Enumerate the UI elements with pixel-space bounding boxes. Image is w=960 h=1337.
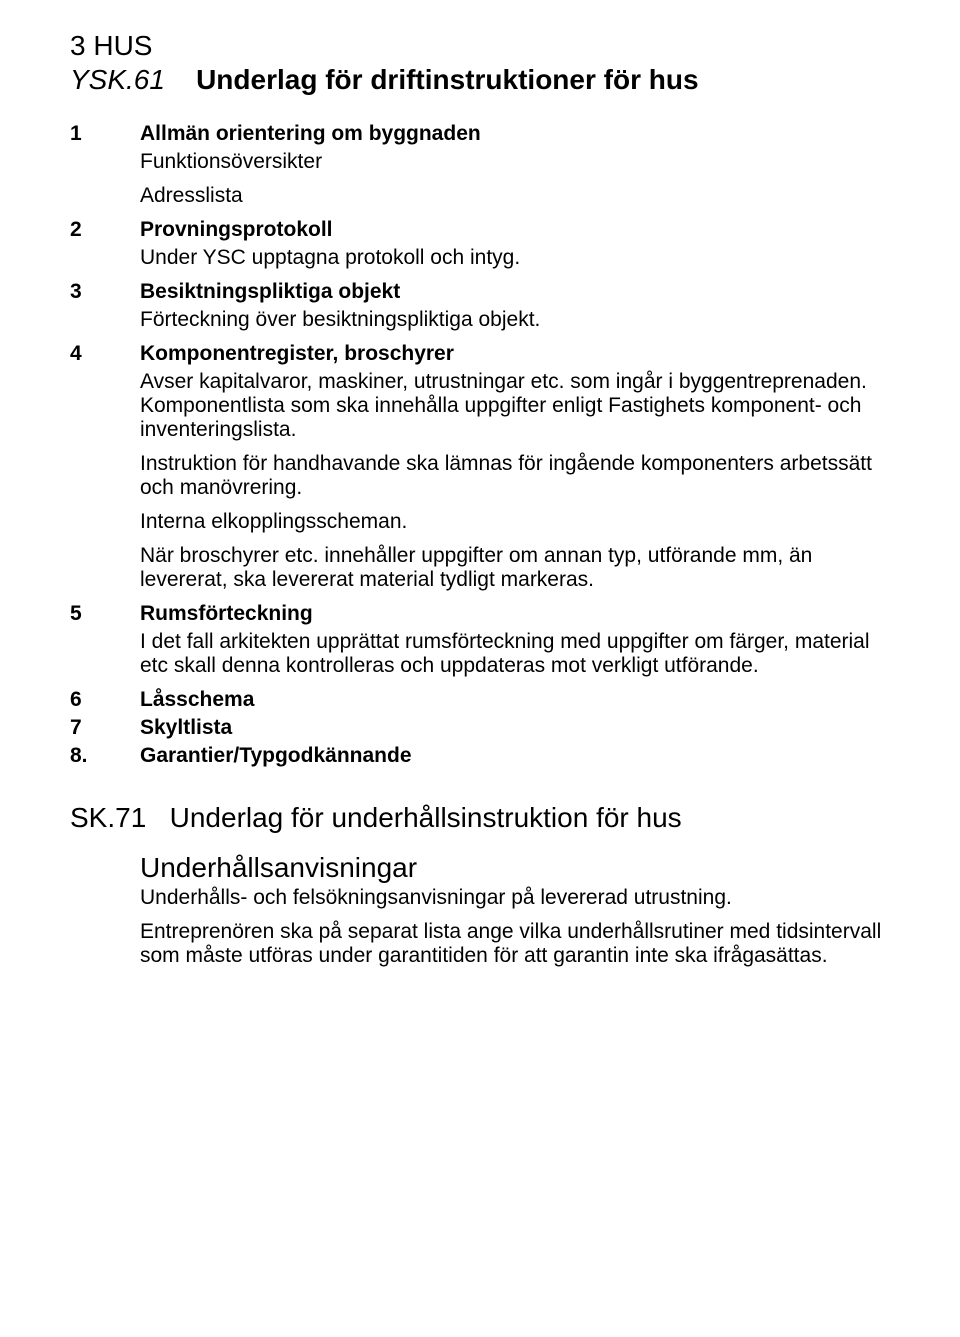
item-5: 5 Rumsförteckning (70, 602, 890, 626)
sk71-body: Underhålls- och felsökningsanvisningar p… (140, 886, 890, 968)
sk71-para-0: Underhålls- och felsökningsanvisningar p… (140, 886, 890, 910)
item-3: 3 Besiktningspliktiga objekt (70, 280, 890, 304)
sub-text: När broschyrer etc. innehåller uppgifter… (140, 544, 890, 592)
item-5-sub: I det fall arkitekten upprättat rumsfört… (140, 630, 890, 678)
item-1: 1 Allmän orientering om byggnaden (70, 122, 890, 146)
item-8: 8. Garantier/Typgodkännande (70, 744, 890, 768)
item-1-sub-0: Funktionsöversikter Adresslista (140, 150, 890, 208)
section-line1: 3 HUS (70, 30, 152, 61)
sub-text: I det fall arkitekten upprättat rumsfört… (140, 630, 890, 678)
item-3-sub: Förteckning över besiktningspliktiga obj… (140, 308, 890, 332)
item-4: 4 Komponentregister, broschyrer (70, 342, 890, 366)
section-3-hus: 3 HUS (70, 30, 890, 62)
item-num: 4 (70, 342, 140, 366)
sub-text: Adresslista (140, 184, 890, 208)
section-ysk61: YSK.61 Underlag för driftinstruktioner f… (70, 64, 890, 96)
item-num: 3 (70, 280, 140, 304)
sub-text: Instruktion för handhavande ska lämnas f… (140, 452, 890, 500)
item-num: 2 (70, 218, 140, 242)
sub-text: Avser kapitalvaror, maskiner, utrustning… (140, 370, 890, 442)
item-heading: Allmän orientering om byggnaden (140, 122, 890, 146)
item-4-subs: Avser kapitalvaror, maskiner, utrustning… (140, 370, 890, 592)
sub-text: Interna elkopplingsscheman. (140, 510, 890, 534)
sk71-text: Underlag för underhållsinstruktion för h… (170, 802, 682, 833)
item-num: 8. (70, 744, 140, 768)
sk71-code: SK.71 (70, 802, 146, 833)
item-2: 2 Provningsprotokoll (70, 218, 890, 242)
item-heading: Skyltlista (140, 716, 890, 740)
item-num: 7 (70, 716, 140, 740)
sk71-para-1: Entreprenören ska på separat lista ange … (140, 920, 890, 968)
item-heading: Låsschema (140, 688, 890, 712)
item-6: 6 Låsschema (70, 688, 890, 712)
item-num: 1 (70, 122, 140, 146)
item-7: 7 Skyltlista (70, 716, 890, 740)
item-heading: Rumsförteckning (140, 602, 890, 626)
sub-text: Under YSC upptagna protokoll och intyg. (140, 246, 890, 270)
item-heading: Besiktningspliktiga objekt (140, 280, 890, 304)
item-2-sub: Under YSC upptagna protokoll och intyg. (140, 246, 890, 270)
sub-text: Funktionsöversikter (140, 150, 890, 174)
item-heading: Garantier/Typgodkännande (140, 744, 890, 768)
sk71-subheading: Underhållsanvisningar (140, 852, 890, 884)
item-heading: Provningsprotokoll (140, 218, 890, 242)
section-title: Underlag för driftinstruktioner för hus (196, 64, 698, 95)
section-code: YSK.61 (70, 64, 165, 95)
item-heading: Komponentregister, broschyrer (140, 342, 890, 366)
sk71-title: SK.71 Underlag för underhållsinstruktion… (70, 802, 890, 834)
item-num: 5 (70, 602, 140, 626)
sub-text: Förteckning över besiktningspliktiga obj… (140, 308, 890, 332)
item-num: 6 (70, 688, 140, 712)
